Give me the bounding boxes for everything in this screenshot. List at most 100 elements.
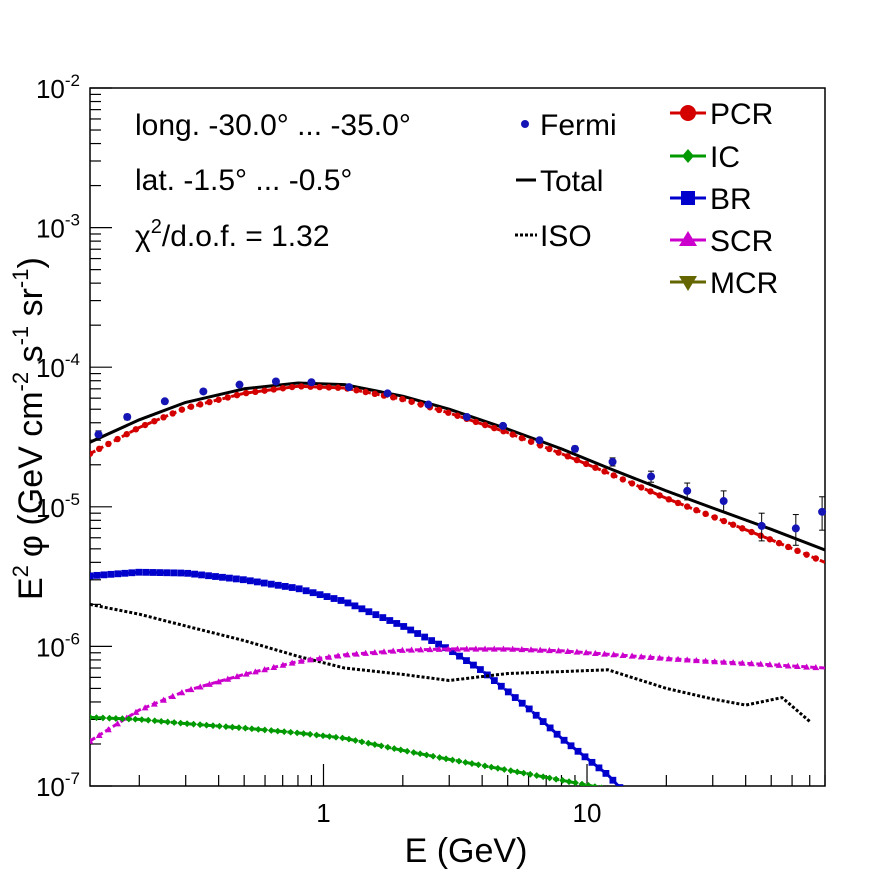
series-ic-point [449, 756, 456, 764]
series-br-point [100, 571, 108, 579]
legend-mcr-label: MCR [710, 267, 778, 300]
series-ic-point [565, 778, 573, 786]
series-br-point [226, 574, 233, 582]
series-scr-point [233, 673, 241, 680]
series-pcr-point [334, 384, 342, 391]
series-scr-point [711, 658, 719, 665]
series-scr-point [325, 653, 333, 660]
series-br-point [421, 633, 429, 641]
series-ic-point [507, 767, 515, 775]
series-pcr-point [711, 514, 718, 521]
series-ic-point [599, 784, 603, 786]
series-pcr-point [90, 450, 94, 457]
series-scr-point [141, 704, 149, 711]
series-ic-point [481, 762, 489, 770]
series-br-point [149, 569, 157, 576]
legend-left: Fermi Total ISO [515, 109, 617, 253]
series-scr-point [674, 655, 682, 662]
series-pcr-point [812, 555, 820, 562]
series-br-point [595, 764, 603, 772]
series-scr-point [196, 683, 204, 690]
series-br-point [463, 657, 470, 665]
annotation-chi2: χ2/d.o.f. = 1.32 [135, 216, 330, 253]
series-pcr-point [417, 401, 424, 408]
series-pcr-point [638, 484, 645, 491]
y-tick-base: 10 [36, 772, 65, 802]
series-ic-point [559, 777, 566, 784]
series-br-point [490, 677, 498, 684]
series-ic-point [442, 755, 450, 763]
series-scr-point [784, 662, 792, 669]
series-scr-point [206, 680, 213, 687]
series-br-point [330, 595, 338, 602]
series-scr-point [215, 678, 223, 685]
series-ic-point [455, 757, 463, 765]
series-pcr-point [123, 430, 130, 438]
series-pcr-point [693, 506, 700, 514]
series-br-point [477, 666, 484, 673]
series-br-point [198, 571, 205, 579]
series-ic-point [390, 745, 398, 752]
series-pcr-point [151, 417, 158, 425]
series-br-point [281, 583, 289, 590]
series-ic-point [313, 731, 320, 739]
series-br-point [170, 569, 178, 577]
series-ic-point [293, 729, 301, 737]
legend-br-marker [681, 191, 695, 205]
series-br-point [142, 568, 150, 576]
series-scr-point [527, 646, 535, 653]
series-pcr-point [95, 445, 103, 453]
series-ic-point [274, 727, 282, 735]
series-br-point [365, 608, 373, 616]
series-pcr-point [748, 528, 755, 536]
series-ic-point [183, 720, 191, 728]
series-br-point [260, 579, 268, 587]
series-pcr-point [509, 431, 516, 438]
y-tick-label: 10-3 [36, 211, 80, 244]
series-ic-point [99, 714, 107, 722]
series-pcr-point [316, 383, 323, 391]
fermi-point [160, 397, 169, 406]
series-total-line [90, 381, 825, 552]
series-ic-point [520, 769, 528, 777]
y-axis-title-sup2: -2 [8, 372, 33, 392]
series-scr-point [545, 646, 553, 654]
fermi-point [123, 412, 132, 421]
series-ic-point [118, 715, 126, 723]
fermi-point [383, 389, 392, 398]
series-br-point [239, 576, 247, 584]
fermi-point [345, 383, 354, 392]
y-axis-title-sup1: 2 [8, 565, 33, 577]
series-ic-point [300, 730, 308, 737]
fermi-point [818, 507, 827, 516]
y-tick-label: 10-5 [36, 490, 80, 523]
series-br-point [518, 699, 526, 707]
series-pcr-point [775, 539, 783, 547]
y-tick-exp: -5 [65, 490, 80, 509]
series-pcr-point [757, 532, 764, 539]
series-pcr-point [472, 418, 480, 426]
series-br-point [121, 569, 129, 577]
series-scr-point [224, 675, 232, 682]
series-scr-point [472, 645, 480, 652]
y-tick-base: 10 [36, 74, 65, 104]
series-ic-point [410, 749, 418, 756]
series-scr-point [692, 656, 700, 664]
series-scr-point [454, 645, 461, 652]
series-br-point [400, 623, 408, 630]
series-br-point [567, 742, 575, 750]
y-tick-base: 10 [36, 493, 65, 523]
series-scr-point [187, 685, 195, 693]
series-br-point [114, 570, 122, 578]
legend-br-label: BR [710, 183, 752, 216]
series-pcr-point [592, 464, 599, 471]
series-br-point [435, 640, 442, 648]
series-br-point [386, 617, 394, 624]
series-br-point [191, 570, 198, 578]
series-br-point [295, 585, 303, 593]
series-ic-point [436, 754, 443, 761]
legend-scr-label: SCR [710, 225, 773, 258]
series-pcr-point [362, 388, 369, 396]
series-pcr-point [279, 385, 287, 392]
series-ic-point [170, 719, 178, 726]
